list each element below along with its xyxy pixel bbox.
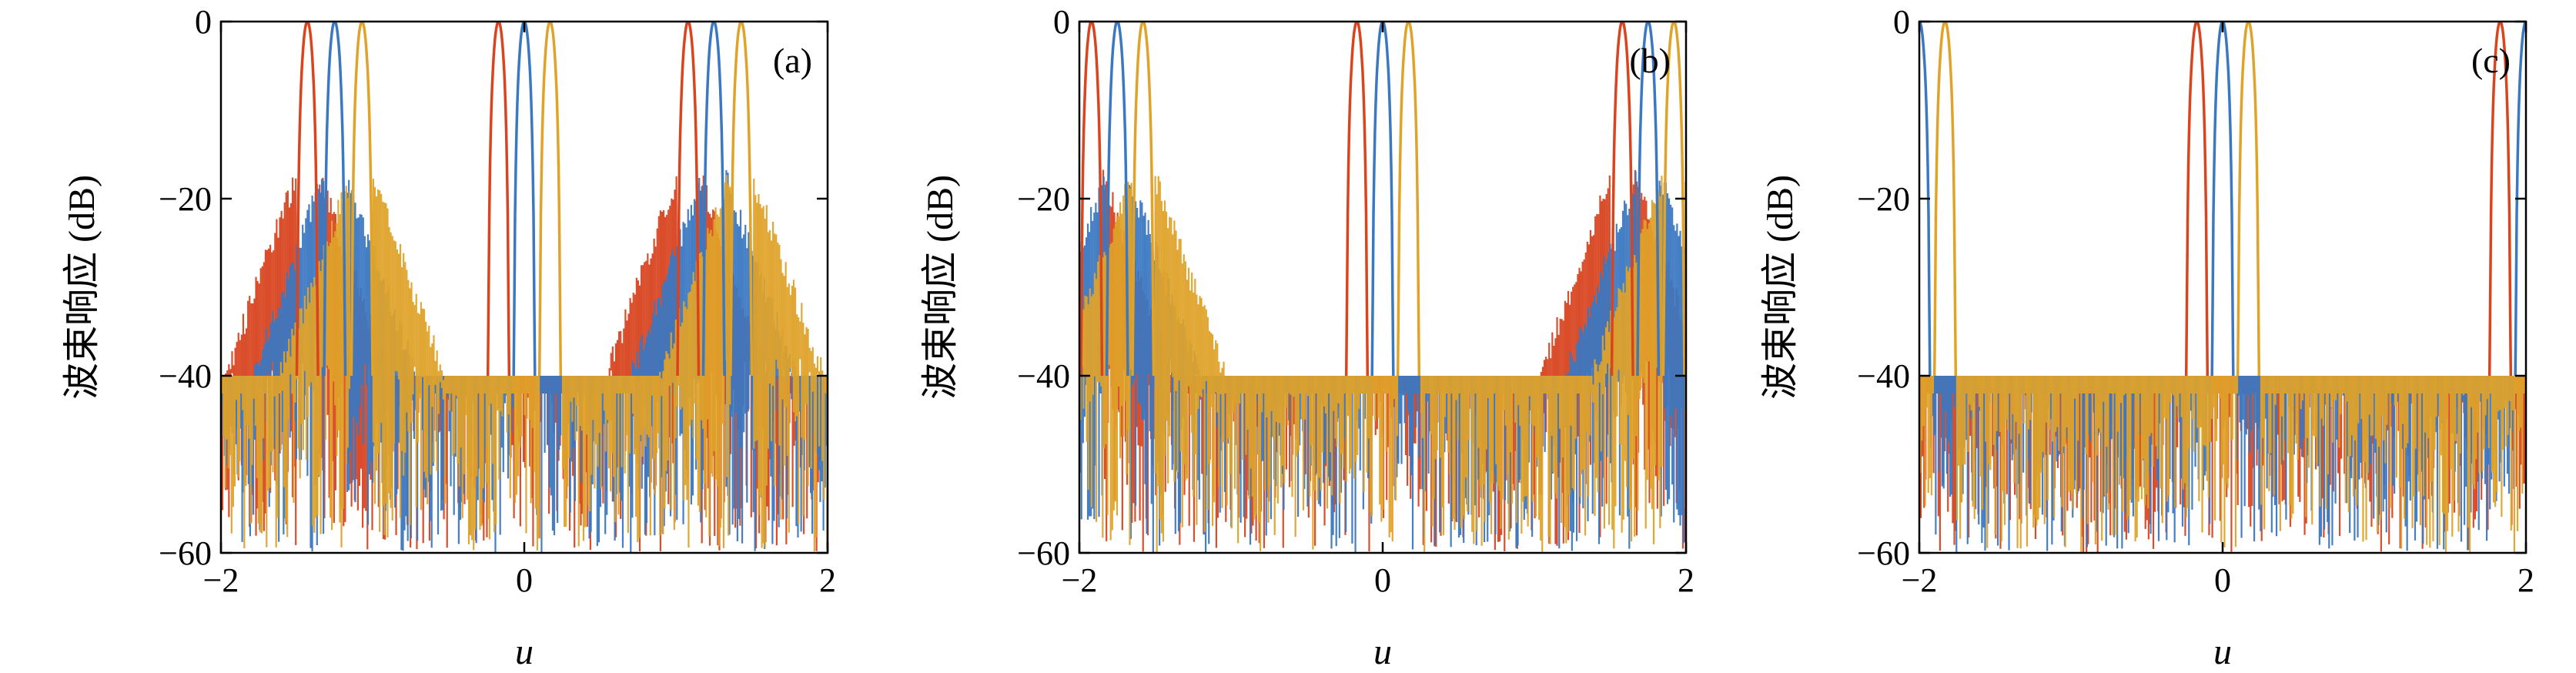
series-red-mainlobe	[676, 22, 701, 377]
x-tick-label: 2	[1678, 561, 1694, 599]
x-axis-label: u	[515, 631, 534, 672]
series-blue-mainlobe	[323, 22, 347, 377]
series-red-mainlobe	[1344, 22, 1370, 377]
series-yellow-mainlobe	[537, 22, 563, 377]
x-tick-label: 2	[819, 561, 836, 599]
x-tick-label: −2	[1062, 561, 1098, 599]
x-tick-label: 0	[2214, 561, 2231, 599]
series-blue-mainlobe	[512, 22, 537, 377]
panel-label: (c)	[2471, 41, 2511, 80]
y-tick-label: 0	[1053, 3, 1070, 41]
y-tick-label: −20	[159, 180, 212, 218]
x-axis-label: u	[2213, 631, 2232, 672]
y-tick-label: −60	[159, 534, 212, 572]
series-red-mainlobe	[295, 22, 319, 377]
series-yellow-mainlobe	[1396, 22, 1421, 377]
plot-area-c	[1919, 22, 2526, 553]
plot-area-b	[1079, 22, 1686, 553]
series-blue-mainlobe	[1919, 22, 1932, 377]
y-tick-label: −20	[1017, 180, 1070, 218]
series-yellow-sidelobes	[1079, 176, 1686, 553]
y-tick-label: −40	[1857, 357, 1910, 395]
series-yellow-sidelobes	[1919, 376, 2526, 553]
series-red-mainlobe	[2487, 22, 2513, 377]
series-yellow-mainlobe	[1932, 22, 1958, 377]
series-yellow-mainlobe	[1661, 22, 1686, 377]
x-axis-label: u	[1373, 631, 1392, 672]
y-axis-label: 波束响应 (dB)	[1760, 175, 1801, 400]
series-red-mainlobe	[1079, 22, 1104, 377]
panel-label: (a)	[773, 41, 812, 80]
series-red-mainlobe	[2184, 22, 2210, 377]
series-yellow-mainlobe	[1131, 22, 1156, 377]
series-yellow-mainlobe	[729, 22, 754, 377]
x-tick-label: 0	[1374, 561, 1391, 599]
series-blue-mainlobe	[701, 22, 726, 377]
y-tick-label: −60	[1857, 534, 1910, 572]
plot-area-a	[221, 22, 828, 553]
y-tick-label: 0	[195, 3, 212, 41]
y-tick-label: −20	[1857, 180, 1910, 218]
series-red-mainlobe	[1610, 22, 1634, 377]
y-axis-label: 波束响应 (dB)	[62, 175, 102, 400]
y-tick-label: −40	[1017, 357, 1070, 395]
series-blue-mainlobe	[1370, 22, 1395, 377]
x-tick-label: −2	[1902, 561, 1938, 599]
series-blue-mainlobe	[2514, 22, 2526, 377]
y-tick-label: 0	[1893, 3, 1910, 41]
series-blue-mainlobe	[1105, 22, 1129, 377]
panel-label: (b)	[1629, 41, 1671, 80]
series-red-mainlobe	[486, 22, 511, 377]
y-tick-label: −40	[159, 357, 212, 395]
x-tick-label: −2	[203, 561, 239, 599]
series-yellow-mainlobe	[2236, 22, 2261, 377]
series-yellow-mainlobe	[350, 22, 374, 377]
series-blue-mainlobe	[2210, 22, 2235, 377]
x-tick-label: 2	[2517, 561, 2534, 599]
series-blue-mainlobe	[1636, 22, 1661, 377]
y-tick-label: −60	[1017, 534, 1070, 572]
y-axis-label: 波束响应 (dB)	[920, 175, 961, 400]
x-tick-label: 0	[516, 561, 533, 599]
